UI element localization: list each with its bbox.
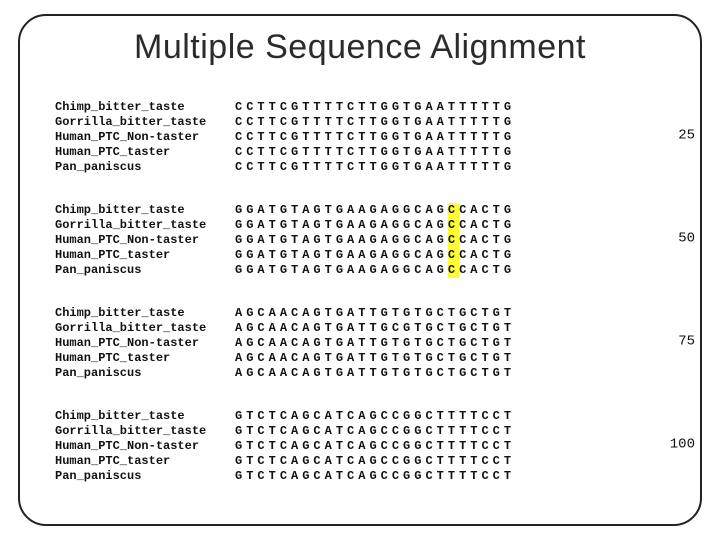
sequence-label: Human_PTC_taster xyxy=(55,351,235,366)
sequence-label: Gorrilla_bitter_taste xyxy=(55,424,235,439)
alignment-row: Chimp_bitter_tasteCCTTCGTTTTCTTGGTGAATTT… xyxy=(55,100,665,115)
sequence-label: Human_PTC_taster xyxy=(55,454,235,469)
sequence-label: Human_PTC_Non-taster xyxy=(55,336,235,351)
sequence-label: Human_PTC_Non-taster xyxy=(55,233,235,248)
alignment-row: Human_PTC_tasterCCTTCGTTTTCTTGGTGAATTTTT… xyxy=(55,145,665,160)
alignment-row: Human_PTC_Non-tasterGGATGTAGTGAAGAGGCAGC… xyxy=(55,233,665,248)
sequence-label: Pan_paniscus xyxy=(55,263,235,278)
sequence: CCTTCGTTTTCTTGGTGAATTTTTG xyxy=(235,115,515,130)
alignment-row: Human_PTC_tasterGTCTCAGCATCAGCCGGCTTTTCC… xyxy=(55,454,665,469)
alignment-block: Chimp_bitter_tasteCCTTCGTTTTCTTGGTGAATTT… xyxy=(55,100,665,175)
sequence: GTCTCAGCATCAGCCGGCTTTTCCT xyxy=(235,454,515,469)
alignment-row: Human_PTC_Non-tasterCCTTCGTTTTCTTGGTGAAT… xyxy=(55,130,665,145)
sequence-label: Gorrilla_bitter_taste xyxy=(55,321,235,336)
sequence: GGATGTAGTGAAGAGGCAGCCACTG xyxy=(235,218,515,233)
sequence-label: Human_PTC_taster xyxy=(55,145,235,160)
alignment-row: Human_PTC_Non-tasterAGCAACAGTGATTGTGTGCT… xyxy=(55,336,665,351)
alignment-row: Pan_paniscusAGCAACAGTGATTGTGTGCTGCTGT xyxy=(55,366,665,381)
sequence-label: Chimp_bitter_taste xyxy=(55,203,235,218)
alignment-block: Chimp_bitter_tasteAGCAACAGTGATTGTGTGCTGC… xyxy=(55,306,665,381)
alignment-row: Chimp_bitter_tasteAGCAACAGTGATTGTGTGCTGC… xyxy=(55,306,665,321)
alignment-row: Gorrilla_bitter_tasteGTCTCAGCATCAGCCGGCT… xyxy=(55,424,665,439)
sequence: AGCAACAGTGATTGTGTGCTGCTGT xyxy=(235,336,515,351)
position-label: 50 xyxy=(678,230,695,248)
alignment-row: Pan_paniscusCCTTCGTTTTCTTGGTGAATTTTTG xyxy=(55,160,665,175)
sequence: CCTTCGTTTTCTTGGTGAATTTTTG xyxy=(235,130,515,145)
sequence-label: Pan_paniscus xyxy=(55,366,235,381)
sequence: GGATGTAGTGAAGAGGCAGCCACTG xyxy=(235,263,515,278)
alignment-row: Pan_paniscusGTCTCAGCATCAGCCGGCTTTTCCT xyxy=(55,469,665,484)
sequence: GTCTCAGCATCAGCCGGCTTTTCCT xyxy=(235,409,515,424)
sequence: GGATGTAGTGAAGAGGCAGCCACTG xyxy=(235,248,515,263)
sequence: GTCTCAGCATCAGCCGGCTTTTCCT xyxy=(235,424,515,439)
position-label: 75 xyxy=(678,333,695,351)
sequence-label: Chimp_bitter_taste xyxy=(55,306,235,321)
alignment-block: Chimp_bitter_tasteGTCTCAGCATCAGCCGGCTTTT… xyxy=(55,409,665,484)
alignment-row: Chimp_bitter_tasteGTCTCAGCATCAGCCGGCTTTT… xyxy=(55,409,665,424)
position-label: 25 xyxy=(678,127,695,145)
sequence-label: Chimp_bitter_taste xyxy=(55,100,235,115)
sequence-label: Gorrilla_bitter_taste xyxy=(55,115,235,130)
sequence: CCTTCGTTTTCTTGGTGAATTTTTG xyxy=(235,145,515,160)
sequence: GGATGTAGTGAAGAGGCAGCCACTG xyxy=(235,203,515,218)
sequence: CCTTCGTTTTCTTGGTGAATTTTTG xyxy=(235,100,515,115)
sequence-label: Human_PTC_taster xyxy=(55,248,235,263)
page-title: Multiple Sequence Alignment xyxy=(0,28,720,67)
alignment-row: Gorrilla_bitter_tasteCCTTCGTTTTCTTGGTGAA… xyxy=(55,115,665,130)
alignment-row: Human_PTC_tasterGGATGTAGTGAAGAGGCAGCCACT… xyxy=(55,248,665,263)
sequence-label: Pan_paniscus xyxy=(55,469,235,484)
alignment-row: Chimp_bitter_tasteGGATGTAGTGAAGAGGCAGCCA… xyxy=(55,203,665,218)
alignment-row: Gorrilla_bitter_tasteGGATGTAGTGAAGAGGCAG… xyxy=(55,218,665,233)
sequence: CCTTCGTTTTCTTGGTGAATTTTTG xyxy=(235,160,515,175)
sequence: AGCAACAGTGATTGTGTGCTGCTGT xyxy=(235,351,515,366)
alignment-block: Chimp_bitter_tasteGGATGTAGTGAAGAGGCAGCCA… xyxy=(55,203,665,278)
sequence: GTCTCAGCATCAGCCGGCTTTTCCT xyxy=(235,439,515,454)
alignment-area: Chimp_bitter_tasteCCTTCGTTTTCTTGGTGAATTT… xyxy=(55,100,665,512)
sequence: AGCAACAGTGATTGTGTGCTGCTGT xyxy=(235,366,515,381)
alignment-row: Human_PTC_tasterAGCAACAGTGATTGTGTGCTGCTG… xyxy=(55,351,665,366)
position-label: 100 xyxy=(670,436,695,454)
sequence-label: Chimp_bitter_taste xyxy=(55,409,235,424)
sequence: AGCAACAGTGATTGCGTGCTGCTGT xyxy=(235,321,515,336)
alignment-row: Human_PTC_Non-tasterGTCTCAGCATCAGCCGGCTT… xyxy=(55,439,665,454)
alignment-row: Pan_paniscusGGATGTAGTGAAGAGGCAGCCACTG xyxy=(55,263,665,278)
sequence: GGATGTAGTGAAGAGGCAGCCACTG xyxy=(235,233,515,248)
sequence: AGCAACAGTGATTGTGTGCTGCTGT xyxy=(235,306,515,321)
sequence-label: Human_PTC_Non-taster xyxy=(55,130,235,145)
alignment-row: Gorrilla_bitter_tasteAGCAACAGTGATTGCGTGC… xyxy=(55,321,665,336)
sequence-label: Pan_paniscus xyxy=(55,160,235,175)
sequence-label: Human_PTC_Non-taster xyxy=(55,439,235,454)
sequence-label: Gorrilla_bitter_taste xyxy=(55,218,235,233)
sequence: GTCTCAGCATCAGCCGGCTTTTCCT xyxy=(235,469,515,484)
